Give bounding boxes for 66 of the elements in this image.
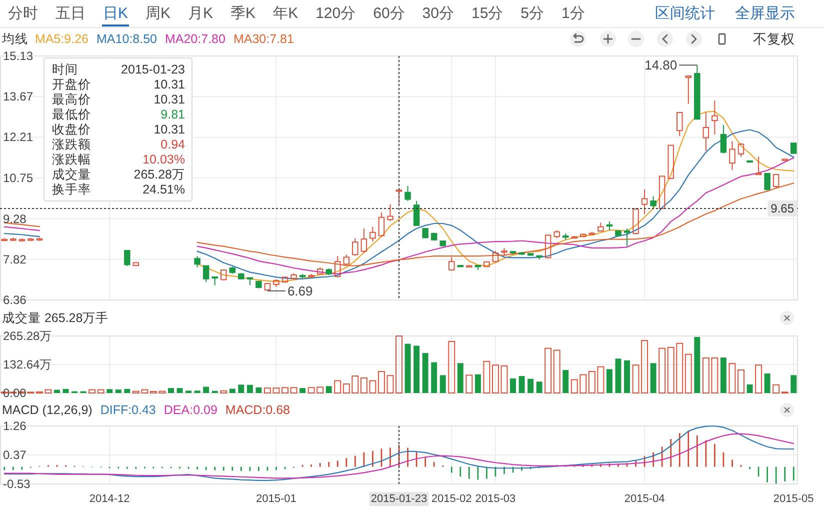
text: 15分 — [471, 5, 504, 22]
chart-title: 成交量 265.28万手 — [2, 310, 109, 325]
annotation: 10.03% — [142, 152, 185, 166]
annotation: 9.81 — [160, 108, 186, 122]
x-tick-label: 2015-02 — [431, 493, 472, 505]
x-tick-label: 2015-01-23 — [370, 493, 428, 505]
y-tick-label: 0.37 — [3, 448, 27, 462]
text: 日K — [103, 5, 128, 22]
annotation: 10.31 — [154, 78, 186, 92]
legend-label: MA10:8.50 — [96, 32, 158, 46]
text: MACD:0.68 — [225, 403, 290, 417]
y-tick-label: 7.82 — [3, 252, 27, 266]
y-tick-label: 10.75 — [3, 170, 34, 185]
y-tick-label: 6.36 — [3, 293, 27, 307]
text: 30分 — [422, 5, 454, 22]
legend-title: 均线 — [1, 32, 28, 46]
annotation: 10.31 — [154, 122, 186, 136]
annotation: 最高价 — [52, 92, 91, 106]
text: 不复权 — [753, 32, 795, 46]
annotation: 成交量 — [52, 166, 91, 182]
y-tick-label: 9.28 — [3, 212, 27, 226]
annotation: 0.94 — [160, 138, 186, 152]
x-tick-label: 2015-05 — [773, 493, 814, 505]
y-tick-label: 13.67 — [3, 90, 34, 104]
annotation: 24.51% — [142, 182, 185, 196]
y-tick-label: 12.21 — [3, 130, 34, 144]
annotation: 换手率 — [52, 182, 91, 196]
y-tick-label: 132.64万 — [3, 358, 52, 372]
text: 分时 — [8, 5, 38, 22]
annotation: 10.31 — [154, 92, 186, 106]
annotation: 2015-01-23 — [121, 62, 186, 76]
annotation: 最低价 — [52, 108, 91, 122]
x-tick-label: 2015-03 — [475, 493, 516, 505]
annotation: 14.80 — [644, 58, 678, 73]
y-tick-label: 265.28万 — [3, 329, 52, 343]
annotation: 开盘价 — [52, 78, 91, 92]
text: 季K — [230, 5, 256, 22]
text: 五日 — [56, 5, 86, 22]
text: 60分 — [373, 5, 405, 22]
annotation: 涨跌幅 — [52, 152, 91, 166]
annotation: 收盘价 — [52, 122, 91, 136]
annotation: 265.28万 — [134, 168, 185, 182]
annotation: 时间 — [52, 62, 78, 76]
text: 全屏显示 — [735, 5, 795, 22]
ref-line-label: 9.65 — [770, 201, 794, 216]
y-tick-label: -0.53 — [3, 477, 31, 491]
y-tick-label: 1.26 — [3, 419, 27, 433]
text: MA20:7.80 — [164, 32, 226, 46]
text: MA30:7.81 — [233, 32, 294, 46]
text: MA5:9.26 — [35, 32, 89, 46]
x-tick-label: 2014-12 — [89, 493, 130, 505]
x-tick-label: 2015-04 — [624, 493, 665, 505]
text: 区间统计 — [655, 5, 715, 22]
text: 5分 — [520, 5, 544, 22]
text: DEA:0.09 — [164, 403, 218, 417]
x-tick-label: 2015-01 — [256, 493, 296, 505]
text: 120分 — [316, 5, 356, 22]
text: 月K — [188, 5, 214, 22]
annotation: 6.69 — [287, 283, 313, 298]
annotation: 涨跌额 — [52, 138, 91, 152]
text: 年K — [273, 5, 298, 22]
y-tick-label: 15.13 — [3, 49, 34, 63]
chart-title: MACD (12,26,9) — [2, 403, 92, 417]
text: 1分 — [562, 5, 585, 22]
text: 周K — [146, 5, 171, 22]
text: DIFF:0.43 — [100, 403, 156, 417]
